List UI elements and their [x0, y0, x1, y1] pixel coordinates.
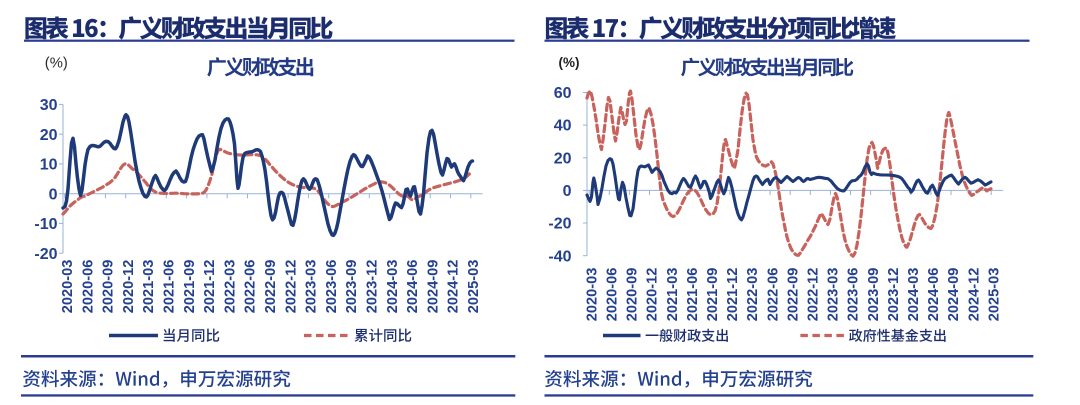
- svg-text:2023-03: 2023-03: [304, 260, 320, 314]
- svg-text:2022-03: 2022-03: [745, 268, 761, 322]
- svg-text:60: 60: [554, 85, 572, 102]
- svg-text:2023-12: 2023-12: [365, 260, 381, 314]
- svg-text:20: 20: [40, 127, 58, 144]
- svg-text:2022-09: 2022-09: [785, 268, 801, 322]
- svg-text:2023-09: 2023-09: [344, 260, 360, 314]
- svg-text:2022-06: 2022-06: [243, 260, 259, 314]
- svg-text:2022-12: 2022-12: [806, 268, 822, 322]
- svg-text:-40: -40: [548, 248, 571, 265]
- svg-text:2024-03: 2024-03: [906, 268, 922, 322]
- svg-text:2024-03: 2024-03: [385, 260, 401, 314]
- svg-text:0: 0: [563, 183, 572, 200]
- svg-text:2024-09: 2024-09: [425, 260, 441, 314]
- svg-text:2023-09: 2023-09: [866, 268, 882, 322]
- svg-text:2022-03: 2022-03: [222, 260, 238, 314]
- svg-text:-10: -10: [34, 216, 57, 233]
- svg-text:2021-06: 2021-06: [162, 260, 178, 314]
- svg-text:2021-12: 2021-12: [725, 268, 741, 322]
- svg-text:2024-12: 2024-12: [966, 268, 982, 322]
- svg-text:2024-06: 2024-06: [405, 260, 421, 314]
- svg-text:2023-12: 2023-12: [886, 268, 902, 322]
- svg-text:30: 30: [40, 97, 58, 114]
- svg-text:2024-09: 2024-09: [946, 268, 962, 322]
- svg-text:2023-06: 2023-06: [324, 260, 340, 314]
- svg-text:2020-09: 2020-09: [625, 268, 641, 322]
- svg-text:2021-03: 2021-03: [141, 260, 157, 314]
- svg-text:2020-09: 2020-09: [101, 260, 117, 314]
- svg-text:-20: -20: [548, 216, 571, 233]
- svg-text:2020-06: 2020-06: [80, 260, 96, 314]
- svg-text:(%): (%): [559, 55, 580, 70]
- svg-text:2020-03: 2020-03: [584, 268, 600, 322]
- svg-text:2024-12: 2024-12: [446, 260, 462, 314]
- svg-text:2020-06: 2020-06: [605, 268, 621, 322]
- svg-text:20: 20: [554, 150, 572, 167]
- svg-text:0: 0: [49, 186, 58, 203]
- svg-text:2023-06: 2023-06: [846, 268, 862, 322]
- svg-text:2020-12: 2020-12: [645, 268, 661, 322]
- svg-text:-20: -20: [34, 246, 57, 263]
- svg-text:2021-06: 2021-06: [685, 268, 701, 322]
- svg-text:2021-03: 2021-03: [665, 268, 681, 322]
- svg-text:2020-12: 2020-12: [121, 260, 137, 314]
- svg-text:10: 10: [40, 157, 58, 174]
- svg-text:2025-03: 2025-03: [986, 268, 1002, 322]
- svg-text:2024-06: 2024-06: [926, 268, 942, 322]
- svg-text:2025-03: 2025-03: [466, 260, 482, 314]
- svg-text:40: 40: [554, 118, 572, 135]
- svg-text:(%): (%): [45, 56, 68, 72]
- svg-text:2021-09: 2021-09: [705, 268, 721, 322]
- svg-text:2023-03: 2023-03: [826, 268, 842, 322]
- svg-text:2022-09: 2022-09: [263, 260, 279, 314]
- svg-text:2022-12: 2022-12: [283, 260, 299, 314]
- svg-text:2021-09: 2021-09: [182, 260, 198, 314]
- svg-text:2020-03: 2020-03: [60, 260, 76, 314]
- svg-text:2021-12: 2021-12: [202, 260, 218, 314]
- svg-text:2022-06: 2022-06: [765, 268, 781, 322]
